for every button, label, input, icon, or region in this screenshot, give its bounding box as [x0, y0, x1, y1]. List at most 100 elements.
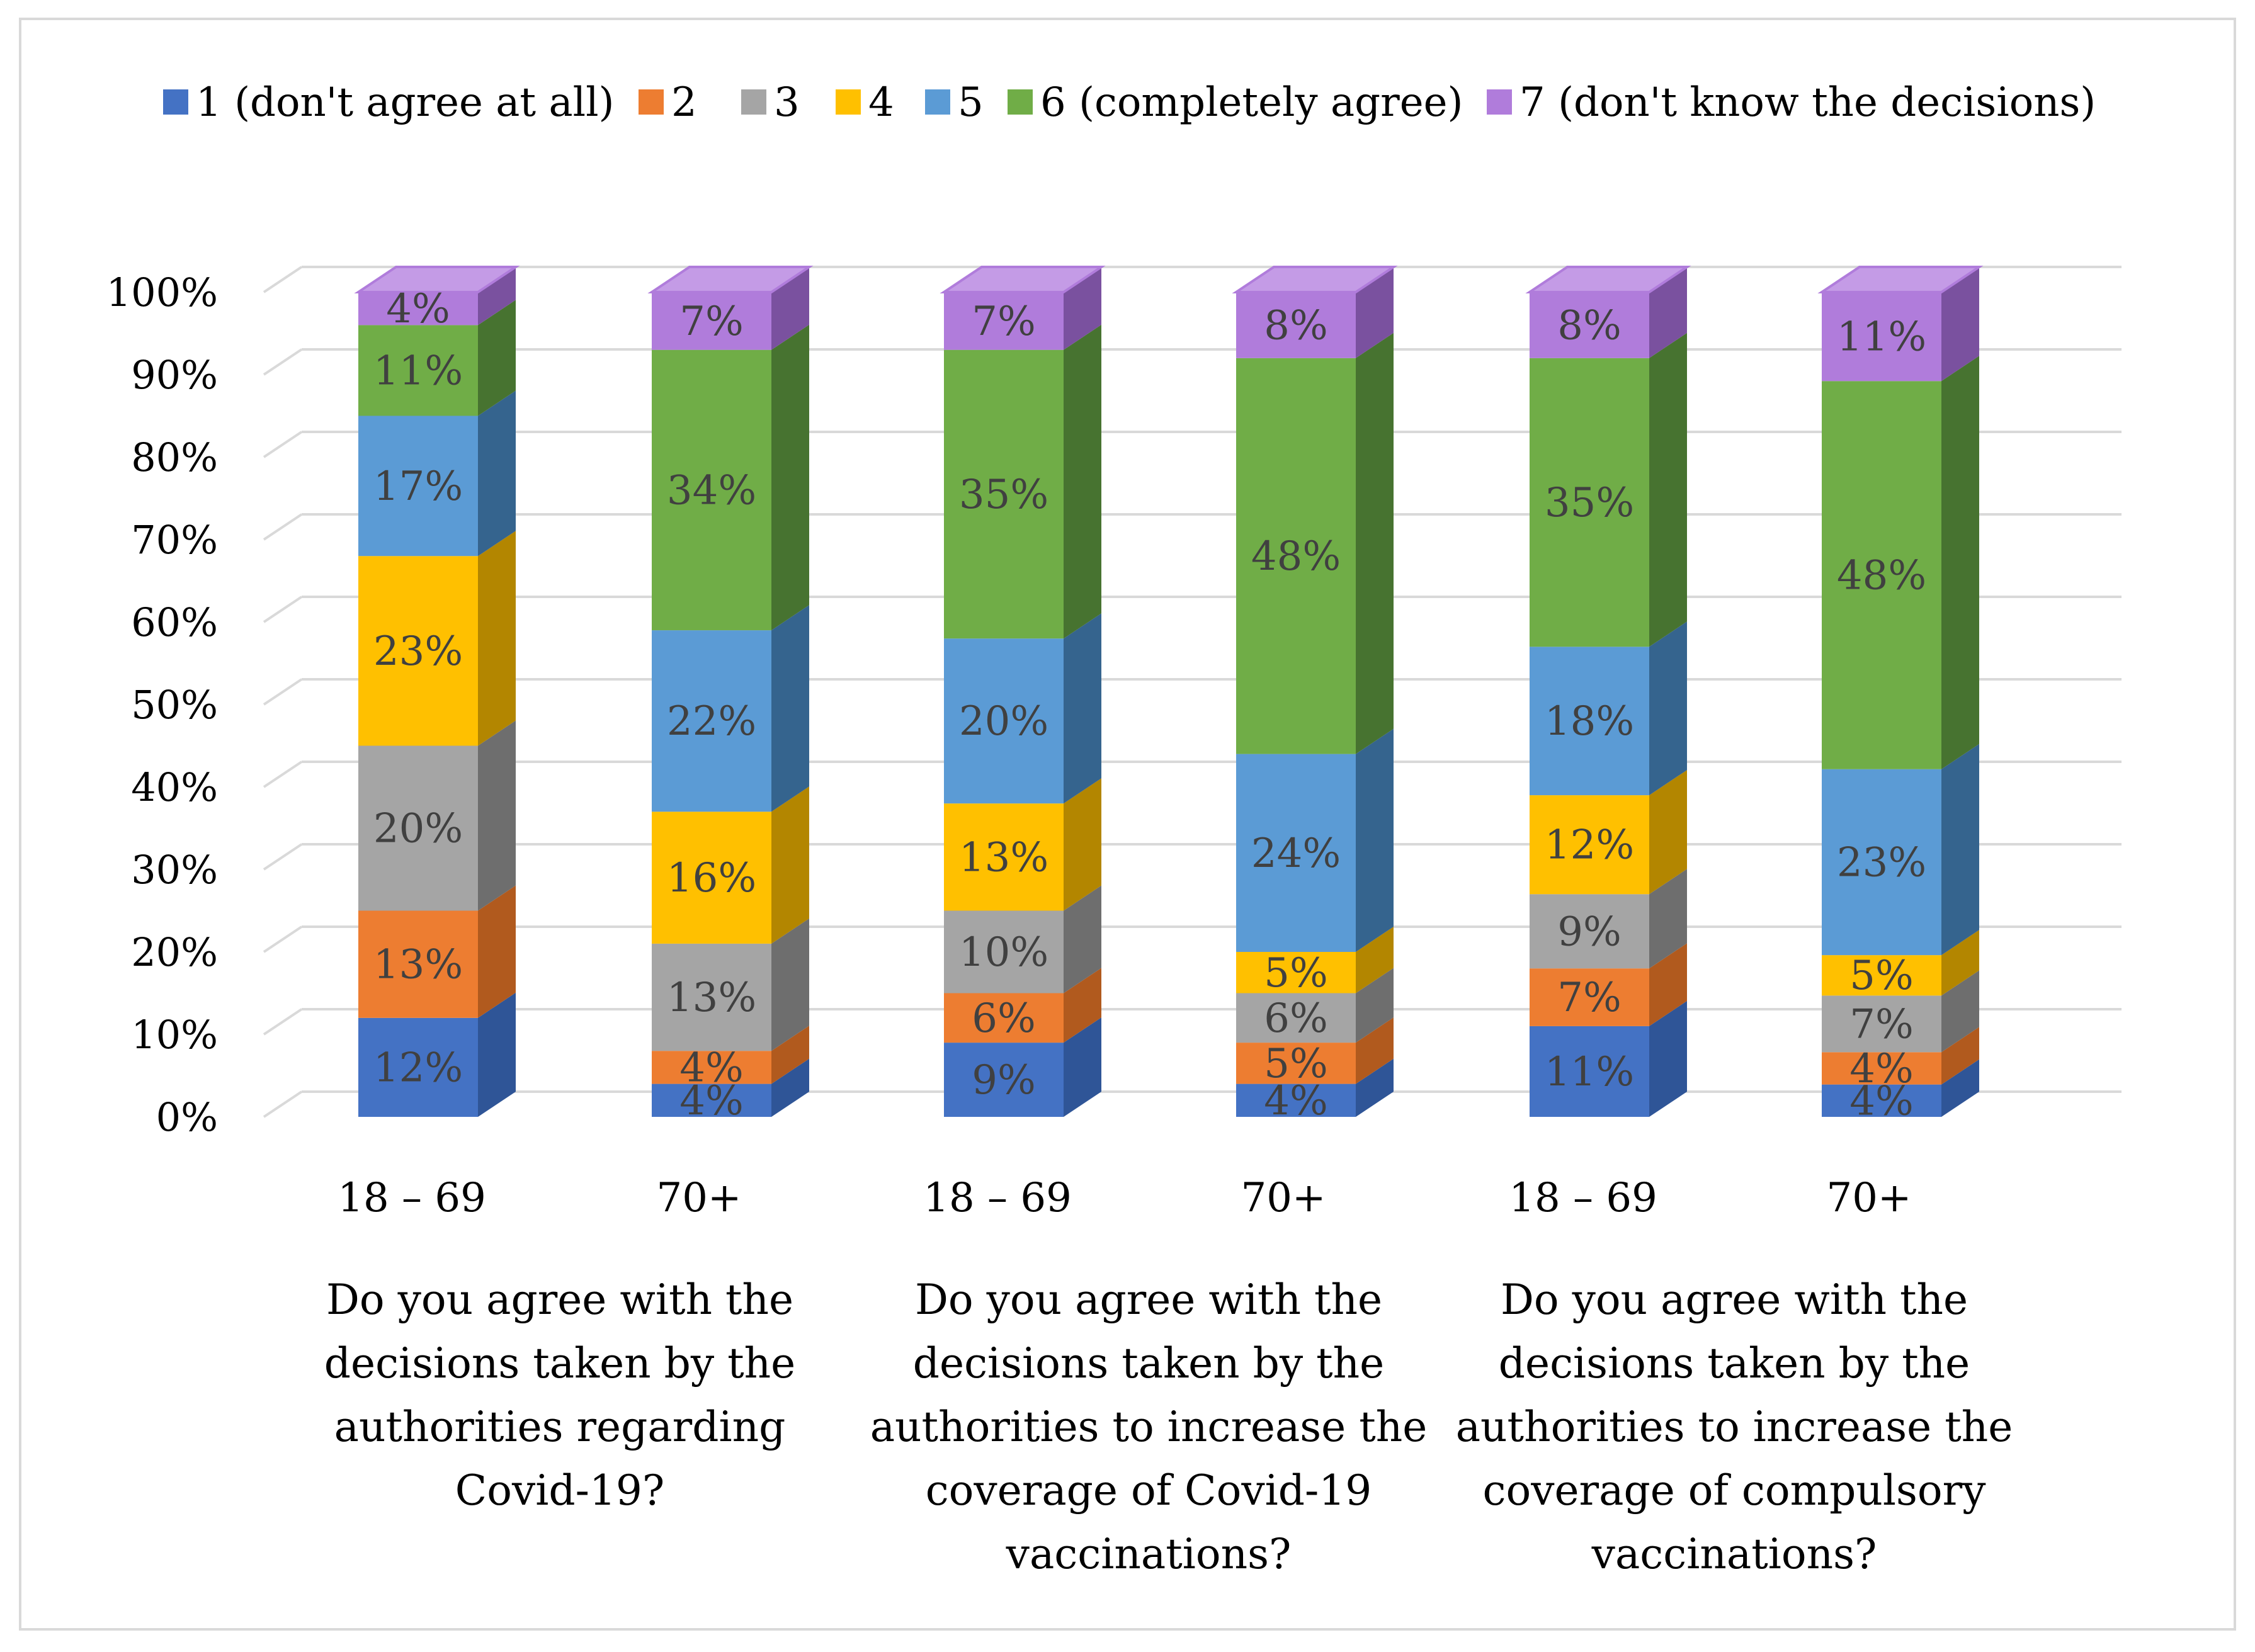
bar-segment: [358, 556, 478, 746]
value-label: 4%: [1849, 1078, 1914, 1124]
gridline-depth: [263, 513, 303, 541]
gridline-depth: [263, 761, 303, 788]
value-label: 7%: [1849, 1001, 1914, 1048]
bar-segment: [358, 910, 478, 1018]
bar-segment-side: [1941, 1059, 1979, 1117]
bar-segment-side: [1356, 1058, 1394, 1117]
legend-label: 3: [774, 79, 800, 126]
value-label: 5%: [1264, 1041, 1328, 1087]
value-label: 11%: [373, 348, 463, 394]
group-label-line: Do you agree with the: [326, 1276, 793, 1324]
value-label: 34%: [667, 467, 756, 514]
bar-segment-side: [771, 267, 809, 350]
bars: [354, 266, 1984, 1117]
gridline-depth: [263, 431, 303, 458]
value-label: 20%: [959, 698, 1048, 745]
bar-top-face: [647, 266, 814, 293]
y-tick-label: 40%: [131, 764, 218, 810]
value-label: 20%: [373, 806, 463, 852]
bar-segment: [358, 1017, 478, 1117]
group-label: Do you agree with the decisions taken by …: [870, 1276, 1428, 1578]
legend-swatch: [925, 89, 950, 115]
value-label: 13%: [667, 975, 756, 1021]
value-label: 16%: [667, 855, 756, 902]
y-tick-label: 10%: [131, 1012, 218, 1058]
group-label-line: authorities to increase the: [1456, 1403, 2013, 1451]
bar-segment: [1822, 292, 1941, 382]
value-label: 9%: [1557, 908, 1622, 955]
bar-segment-side: [771, 324, 809, 631]
bar-top-face: [1232, 266, 1398, 293]
value-label: 35%: [959, 472, 1048, 518]
group-label-line: decisions taken by the: [1499, 1339, 1970, 1388]
value-label: 6%: [972, 995, 1036, 1042]
value-label: 4%: [386, 286, 450, 332]
bar-segment-side: [478, 720, 516, 911]
value-label: 5%: [1849, 953, 1914, 999]
group-label-line: coverage of compulsory: [1483, 1466, 1987, 1515]
value-label: 48%: [1251, 533, 1341, 580]
bar-segment: [944, 1043, 1064, 1117]
group-label-line: Covid-19?: [455, 1466, 665, 1515]
bar-segment: [1530, 292, 1649, 358]
gridline-depth: [263, 266, 303, 293]
bar-segment-side: [1649, 1000, 1687, 1117]
bar-segment: [944, 638, 1064, 804]
gridline-depth: [263, 348, 303, 376]
value-label: 7%: [1557, 975, 1622, 1021]
value-label: 13%: [959, 834, 1048, 881]
bar-segment-side: [478, 300, 516, 416]
group-label-line: decisions taken by the: [913, 1339, 1384, 1388]
bar-segment-side: [771, 605, 809, 812]
value-label: 4%: [1849, 1046, 1914, 1092]
bar-segment: [1822, 955, 1941, 996]
value-label: 48%: [1837, 553, 1926, 599]
value-label: 35%: [1545, 480, 1634, 526]
x-category-label: 18 – 69: [338, 1175, 486, 1221]
bar-segment-side: [1649, 267, 1687, 358]
bar-segment-side: [771, 1058, 809, 1117]
legend-label: 5: [958, 79, 984, 126]
stacked-bar-chart: 12%13%20%23%17%11%4%4%4%13%16%22%34%7%9%…: [106, 79, 2122, 1578]
bar-segment: [652, 943, 771, 1051]
value-label: 8%: [1557, 302, 1622, 349]
bar-segment: [652, 1083, 771, 1117]
value-label: 18%: [1545, 698, 1634, 745]
group-label-line: coverage of Covid-19: [926, 1466, 1372, 1515]
bar-segment: [1236, 754, 1356, 952]
legend-label: 7 (don't know the decisions): [1519, 79, 2096, 126]
legend-swatch: [163, 89, 188, 115]
bar-segment: [944, 993, 1064, 1043]
bar-segment: [652, 349, 771, 631]
gridline-depth: [263, 1008, 303, 1036]
y-tick-label: 60%: [131, 599, 218, 645]
value-label: 7%: [972, 298, 1036, 345]
value-label: 24%: [1251, 830, 1341, 877]
bar-segment-side: [478, 267, 516, 325]
bar-segment-side: [478, 390, 516, 557]
legend-swatch: [741, 89, 766, 115]
y-tick-label: 20%: [131, 929, 218, 975]
legend-label: 4: [868, 79, 894, 126]
gridline-depth: [263, 1090, 303, 1118]
group-label: Do you agree with the decisions taken by …: [324, 1276, 795, 1515]
bar-segment-side: [1941, 970, 1979, 1053]
value-label: 11%: [1837, 314, 1926, 361]
bar-segment-side: [1356, 728, 1394, 952]
bar-segment-side: [771, 786, 809, 944]
bar-segment-side: [1649, 869, 1687, 969]
bar-segment: [652, 630, 771, 812]
bar-segment-side: [1649, 621, 1687, 796]
bar-segment: [652, 292, 771, 350]
bar-segment: [358, 292, 478, 325]
bar-segment: [944, 349, 1064, 639]
bar-segment: [1236, 292, 1356, 358]
value-label: 5%: [1264, 950, 1328, 997]
y-tick-label: 0%: [156, 1094, 218, 1140]
bar-top-face: [940, 266, 1106, 293]
bar-segment-side: [1941, 744, 1979, 956]
bar-segment-side: [478, 992, 516, 1117]
bar-segment-side: [1356, 332, 1394, 754]
value-label: 11%: [1545, 1049, 1634, 1095]
value-label: 12%: [1545, 822, 1634, 869]
